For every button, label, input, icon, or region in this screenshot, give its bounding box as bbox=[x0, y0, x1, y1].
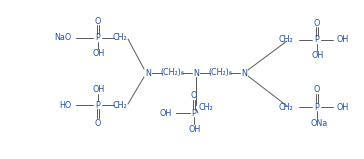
Text: HO: HO bbox=[60, 100, 72, 110]
Text: OH: OH bbox=[93, 84, 105, 93]
Text: OH: OH bbox=[189, 124, 201, 134]
Text: CH₂: CH₂ bbox=[278, 35, 293, 45]
Text: OH: OH bbox=[337, 103, 349, 111]
Text: OH: OH bbox=[337, 35, 349, 45]
Text: N: N bbox=[145, 69, 151, 77]
Text: (CH₂)₆: (CH₂)₆ bbox=[208, 69, 232, 77]
Text: P: P bbox=[314, 35, 319, 45]
Text: OH: OH bbox=[93, 49, 105, 59]
Text: O: O bbox=[95, 17, 101, 25]
Text: P: P bbox=[96, 100, 100, 110]
Text: (CH₂)₆: (CH₂)₆ bbox=[160, 69, 184, 77]
Text: O: O bbox=[95, 118, 101, 128]
Text: N: N bbox=[241, 69, 247, 77]
Text: P: P bbox=[96, 34, 100, 42]
Text: ONa: ONa bbox=[310, 118, 328, 128]
Text: OH: OH bbox=[312, 52, 324, 61]
Text: CH₂: CH₂ bbox=[112, 100, 127, 110]
Text: OH: OH bbox=[160, 108, 172, 118]
Text: P: P bbox=[314, 103, 319, 111]
Text: CH₂: CH₂ bbox=[278, 103, 293, 111]
Text: O: O bbox=[191, 91, 197, 100]
Text: O: O bbox=[314, 86, 320, 94]
Text: NaO: NaO bbox=[55, 34, 72, 42]
Text: N: N bbox=[193, 69, 199, 77]
Text: CH₂: CH₂ bbox=[112, 34, 127, 42]
Text: P: P bbox=[191, 108, 196, 118]
Text: O: O bbox=[314, 18, 320, 28]
Text: CH₂: CH₂ bbox=[199, 104, 213, 113]
